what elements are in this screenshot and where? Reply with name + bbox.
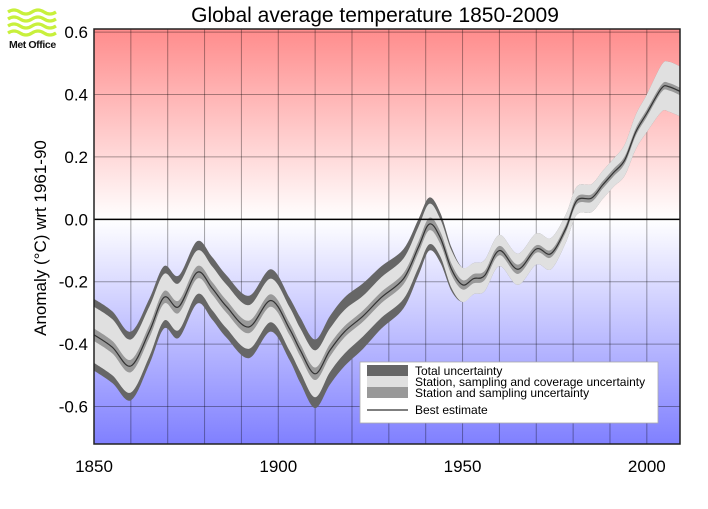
logo-wave xyxy=(8,24,56,28)
x-tick-label: 1950 xyxy=(444,457,482,476)
legend-label-best-estimate: Best estimate xyxy=(415,403,488,417)
y-tick-label: 0.6 xyxy=(64,23,88,42)
legend: Total uncertainty Station, sampling and … xyxy=(360,362,658,423)
legend-swatch-sampling xyxy=(367,387,408,398)
legend-swatch-coverage xyxy=(367,376,408,387)
x-axis-ticks: 1850 1900 1950 2000 xyxy=(75,457,666,476)
y-tick-label: -0.2 xyxy=(59,273,88,292)
logo-wave xyxy=(8,17,56,21)
logo-wave xyxy=(8,10,56,14)
legend-swatch-total xyxy=(367,365,408,376)
legend-label-sampling: Station and sampling uncertainty xyxy=(415,386,589,400)
y-axis-ticks: 0.6 0.4 0.2 0.0 -0.2 -0.4 -0.6 xyxy=(59,23,88,416)
y-tick-label: 0.0 xyxy=(64,210,88,229)
y-tick-label: -0.6 xyxy=(59,398,88,417)
logo-text: Met Office xyxy=(9,39,56,51)
logo-wave xyxy=(8,31,56,35)
y-tick-label: -0.4 xyxy=(59,335,88,354)
x-tick-label: 1850 xyxy=(75,457,113,476)
y-axis-label: Anomaly (°C) wrt 1961-90 xyxy=(31,140,50,336)
met-office-logo: Met Office xyxy=(8,10,56,51)
y-tick-label: 0.2 xyxy=(64,148,88,167)
x-tick-label: 1900 xyxy=(259,457,297,476)
y-tick-label: 0.4 xyxy=(64,86,88,105)
x-tick-label: 2000 xyxy=(628,457,666,476)
chart-title: Global average temperature 1850-2009 xyxy=(191,4,559,27)
